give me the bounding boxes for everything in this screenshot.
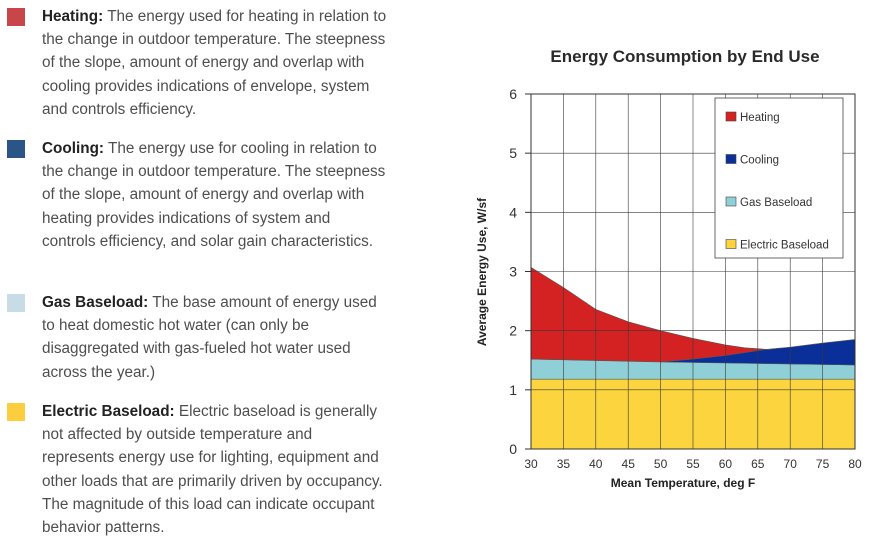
y-tick-label: 3 bbox=[509, 264, 517, 280]
legend-box bbox=[714, 97, 844, 259]
gas-baseload-body: The base amount of energy used to heat d… bbox=[42, 294, 377, 381]
x-tick-label: 30 bbox=[524, 457, 538, 471]
heating-legend-label: Heating bbox=[740, 112, 780, 124]
electric-baseload-text: Electric Baseload: Electric baseload is … bbox=[42, 400, 387, 539]
y-tick-label: 5 bbox=[509, 145, 517, 161]
electric-baseload-legend-label: Electric Baseload bbox=[740, 240, 829, 252]
cooling-body: The energy use for cooling in relation t… bbox=[42, 140, 386, 250]
y-tick-label: 2 bbox=[509, 323, 517, 339]
cooling-legend-swatch bbox=[725, 154, 737, 164]
heating-body: The energy used for heating in relation … bbox=[42, 8, 387, 118]
cooling-text: Cooling: The energy use for cooling in r… bbox=[42, 137, 387, 253]
y-tick-label: 1 bbox=[509, 382, 517, 398]
electric-baseload-body: Electric baseload is generally not affec… bbox=[42, 403, 383, 537]
cooling-swatch bbox=[7, 140, 25, 158]
heating-area bbox=[530, 266, 771, 363]
x-tick-label: 40 bbox=[589, 457, 603, 471]
chart-title: Energy Consumption by End Use bbox=[550, 47, 819, 66]
electric-baseload-title: Electric Baseload: bbox=[42, 403, 175, 420]
y-tick-label: 6 bbox=[509, 86, 517, 102]
x-tick-label: 45 bbox=[622, 457, 636, 471]
gas-baseload-legend-label: Gas Baseload bbox=[740, 197, 812, 209]
x-tick-label: 80 bbox=[848, 457, 862, 471]
electric-baseload-swatch bbox=[7, 403, 25, 421]
heating-title: Heating: bbox=[42, 8, 104, 25]
y-tick-label: 4 bbox=[509, 204, 517, 220]
x-axis-label: Mean Temperature, deg F bbox=[611, 476, 755, 490]
heating-legend-swatch bbox=[725, 111, 737, 122]
y-axis-label: Average Energy Use, W/sf bbox=[475, 197, 489, 346]
cooling-legend-label: Cooling bbox=[740, 155, 779, 167]
x-tick-label: 35 bbox=[557, 457, 571, 471]
gas-baseload-legend-swatch bbox=[725, 196, 737, 207]
heating-text: Heating: The energy used for heating in … bbox=[42, 5, 387, 121]
x-tick-label: 60 bbox=[719, 457, 733, 471]
x-tick-label: 75 bbox=[816, 457, 830, 471]
gas-baseload-title: Gas Baseload: bbox=[42, 294, 149, 311]
x-tick-label: 70 bbox=[784, 457, 798, 471]
heating-swatch bbox=[7, 8, 25, 26]
cooling-title: Cooling: bbox=[42, 140, 105, 157]
x-tick-label: 65 bbox=[751, 457, 765, 471]
gas-baseload-text: Gas Baseload: The base amount of energy … bbox=[42, 291, 387, 384]
x-tick-label: 55 bbox=[686, 457, 700, 471]
gas-baseload-swatch bbox=[7, 294, 25, 312]
x-tick-label: 50 bbox=[654, 457, 668, 471]
electric-baseload-legend-swatch bbox=[725, 239, 737, 249]
y-tick-label: 0 bbox=[509, 441, 517, 457]
chart-legend: Heating Cooling Gas Baseload Electric Basel… bbox=[714, 97, 844, 259]
